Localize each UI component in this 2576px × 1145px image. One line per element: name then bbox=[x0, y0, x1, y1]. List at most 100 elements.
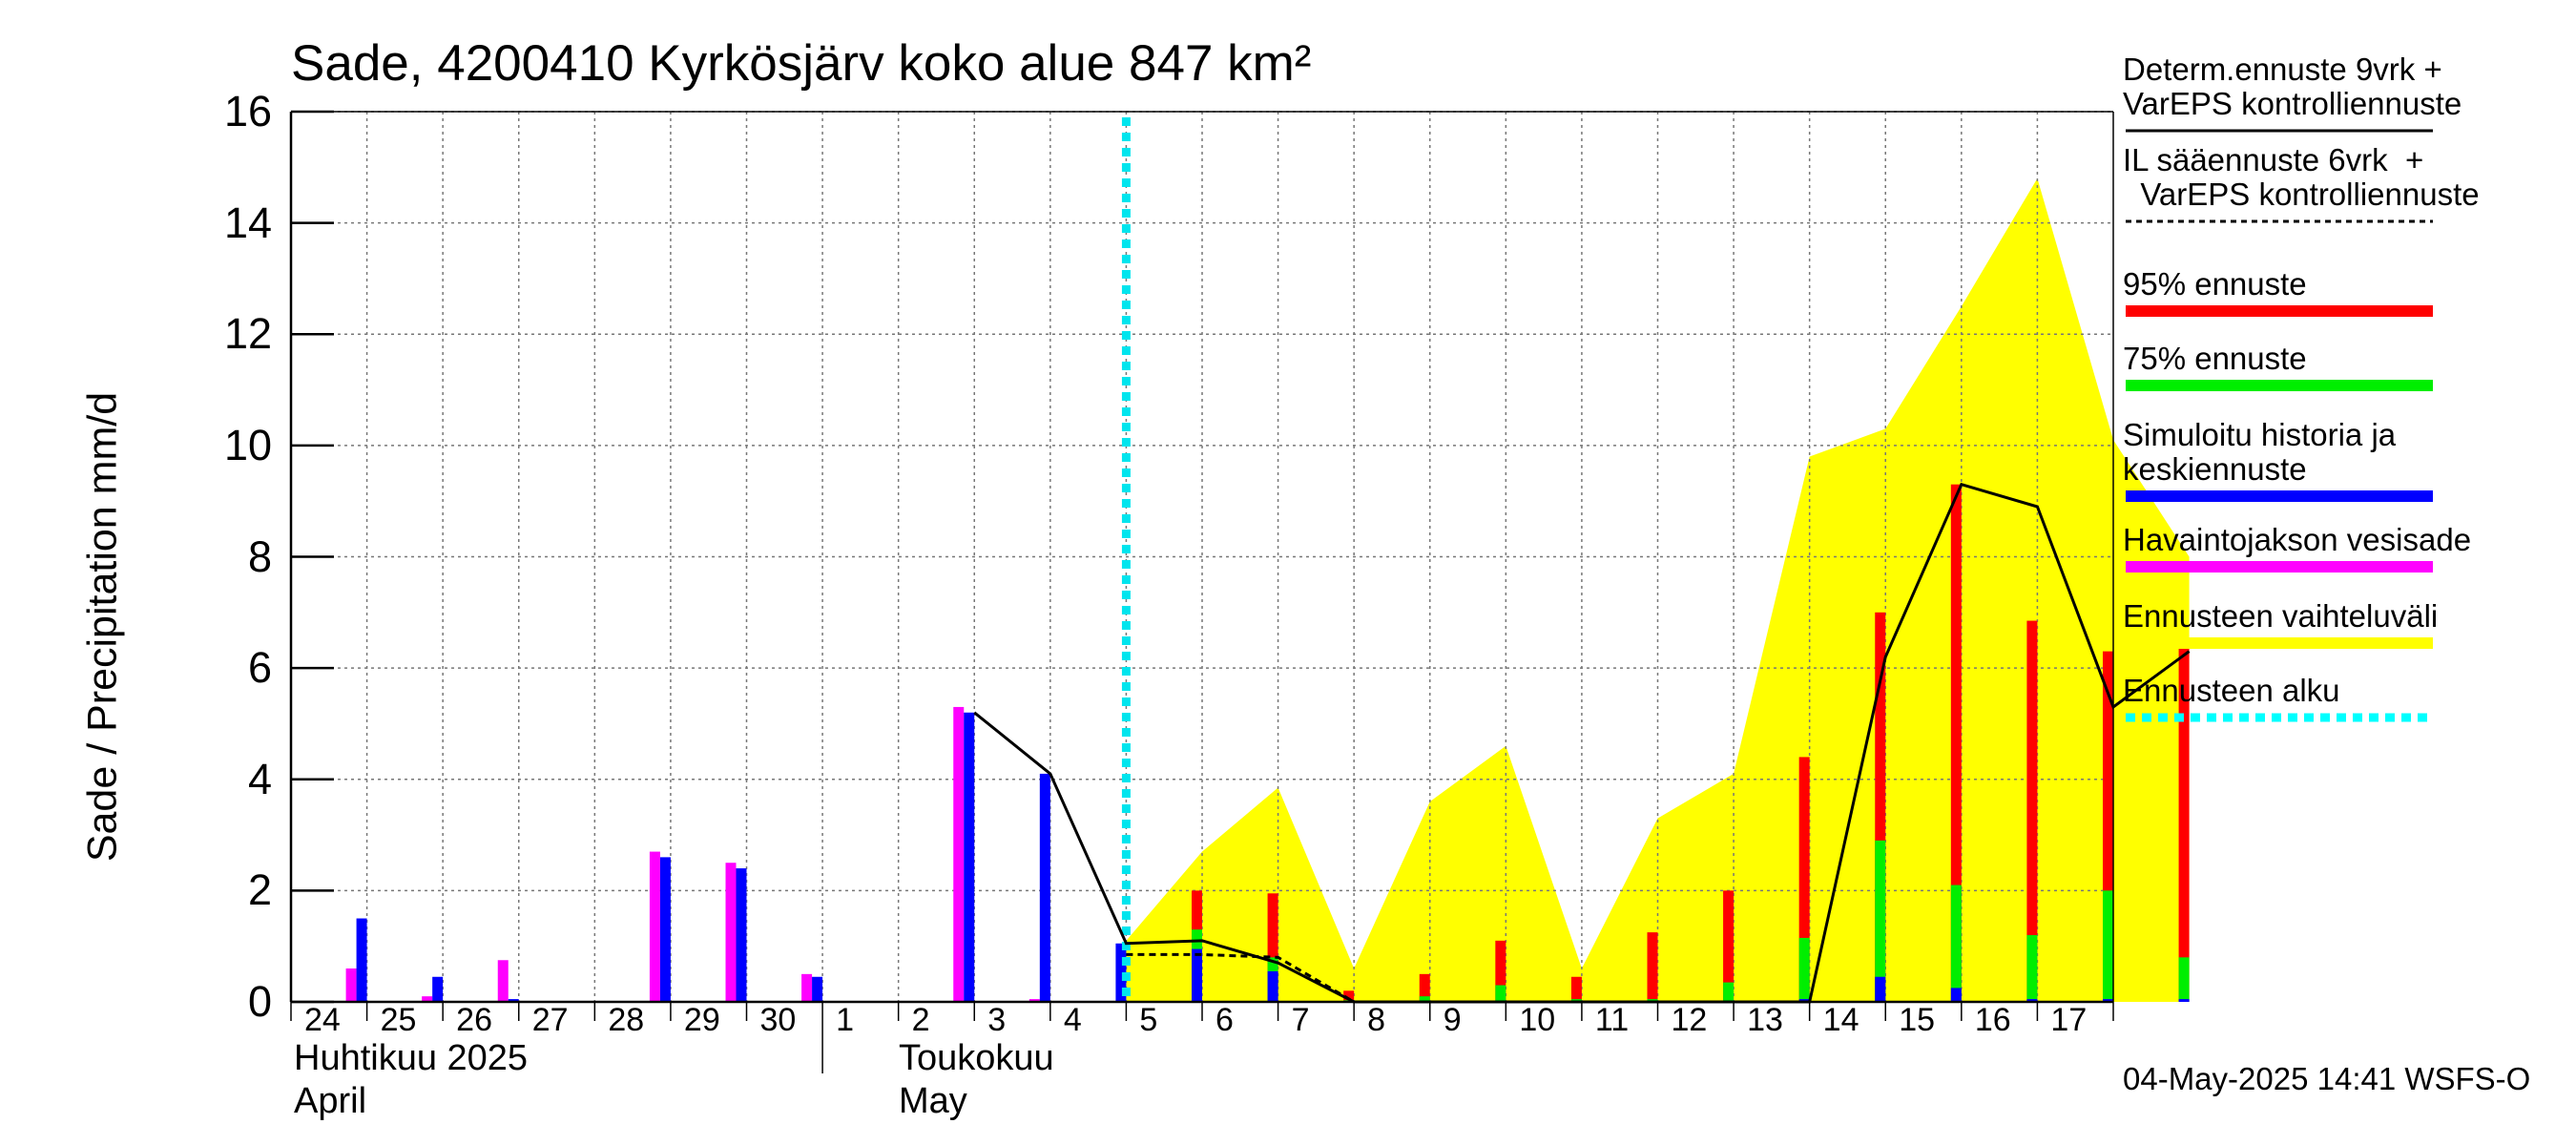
x-tick-label: 13 bbox=[1747, 1002, 1783, 1038]
legend-label: 75% ennuste bbox=[2123, 341, 2307, 376]
bar-median bbox=[1875, 976, 1886, 1002]
bar-observed bbox=[422, 996, 433, 1002]
bar-simulated bbox=[508, 999, 519, 1002]
x-tick-label: 11 bbox=[1594, 1002, 1630, 1038]
y-tick-label: 2 bbox=[247, 865, 272, 915]
bar-observed bbox=[801, 973, 813, 1002]
bar-p75 bbox=[1798, 937, 1810, 1002]
month-label-april: Huhtikuu 2025 April bbox=[294, 1037, 528, 1123]
bar-observed bbox=[1028, 999, 1040, 1002]
bar-p95 bbox=[2026, 620, 2038, 1002]
month-label-april-en: April bbox=[294, 1081, 367, 1121]
bar-p75 bbox=[1875, 840, 1886, 1002]
bar-p75 bbox=[2103, 890, 2113, 1002]
y-tick-label: 6 bbox=[247, 643, 272, 693]
chart-title: Sade, 4200410 Kyrkösjärv koko alue 847 k… bbox=[291, 35, 1312, 92]
x-tick-label: 4 bbox=[1063, 1002, 1082, 1038]
x-tick-label: 6 bbox=[1215, 1002, 1234, 1038]
x-tick-label: 5 bbox=[1139, 1002, 1158, 1038]
bar-simulated bbox=[1039, 773, 1050, 1002]
y-tick-label: 0 bbox=[247, 977, 272, 1026]
x-tick-label: 16 bbox=[1974, 1002, 2011, 1038]
legend-label: Ennusteen alku bbox=[2123, 673, 2340, 708]
x-tick-label: 10 bbox=[1519, 1002, 1556, 1038]
month-label-may-fi: Toukokuu bbox=[899, 1038, 1054, 1078]
bar-p75 bbox=[2178, 957, 2190, 1002]
bar-simulated bbox=[1115, 943, 1127, 1002]
y-tick-label: 12 bbox=[223, 309, 272, 359]
bar-p95 bbox=[1267, 893, 1278, 1002]
bar-observed bbox=[725, 863, 737, 1002]
legend-label: Havaintojakson vesisade bbox=[2123, 522, 2472, 557]
legend-label: Simuloitu historia ja keskiennuste bbox=[2123, 417, 2397, 487]
legend-label: 95% ennuste bbox=[2123, 266, 2307, 302]
legend-label: Ennusteen vaihteluväli bbox=[2123, 598, 2439, 634]
bar-median bbox=[2103, 999, 2113, 1002]
bar-median bbox=[1950, 988, 1962, 1002]
bar-p95 bbox=[1495, 940, 1506, 1002]
bar-p75 bbox=[1495, 985, 1506, 1002]
x-tick-label: 26 bbox=[456, 1002, 492, 1038]
bar-p95 bbox=[1570, 976, 1582, 1002]
legend-swatch-bar bbox=[2126, 561, 2433, 572]
x-tick-label: 12 bbox=[1671, 1002, 1708, 1038]
bar-median bbox=[1267, 970, 1278, 1002]
bar-p95 bbox=[1343, 990, 1355, 1002]
forecast-range-band bbox=[1126, 177, 2190, 1003]
y-tick-label: 10 bbox=[223, 420, 272, 469]
bar-p95 bbox=[1419, 973, 1430, 1002]
bar-p95 bbox=[2178, 648, 2190, 1002]
legend-swatch-bar bbox=[2126, 305, 2433, 317]
x-tick-label: 2 bbox=[911, 1002, 930, 1038]
bar-p95 bbox=[1875, 612, 1886, 1002]
bar-observed bbox=[345, 968, 357, 1002]
legend-swatches bbox=[2126, 129, 2433, 722]
x-tick-label: 28 bbox=[608, 1002, 645, 1038]
bar-observed bbox=[649, 851, 660, 1002]
axes bbox=[289, 110, 2114, 1073]
bar-p75 bbox=[1723, 982, 1735, 1002]
legend-swatch-bar bbox=[2126, 380, 2433, 391]
bar-simulated bbox=[812, 976, 823, 1002]
legend-swatch-bar bbox=[2126, 490, 2433, 502]
bar-p75 bbox=[1950, 885, 1962, 1002]
x-tick-label: 15 bbox=[1899, 1002, 1936, 1038]
x-tick-label: 30 bbox=[759, 1002, 797, 1038]
bar-p95 bbox=[1647, 932, 1658, 1002]
bar-p95 bbox=[1723, 890, 1735, 1002]
x-tick-label: 14 bbox=[1822, 1002, 1859, 1038]
legend-swatch-bar bbox=[2126, 637, 2433, 649]
bar-simulated bbox=[432, 976, 444, 1002]
month-label-may: Toukokuu May bbox=[899, 1037, 1054, 1123]
bar-simulated bbox=[356, 918, 367, 1002]
month-label-april-fi: Huhtikuu 2025 bbox=[294, 1038, 529, 1078]
bar-p95 bbox=[1798, 757, 1810, 1002]
bar-median bbox=[2026, 999, 2038, 1002]
bar-p75 bbox=[2026, 935, 2038, 1002]
x-tick-label: 25 bbox=[380, 1002, 417, 1038]
timestamp-footer: 04-May-2025 14:41 WSFS-O bbox=[2123, 1061, 2531, 1096]
bar-p75 bbox=[1419, 996, 1430, 1002]
month-label-may-en: May bbox=[899, 1081, 967, 1121]
x-tick-label: 3 bbox=[987, 1002, 1007, 1038]
bar-simulated bbox=[964, 712, 975, 1002]
x-tick-label: 17 bbox=[2050, 1002, 2088, 1038]
y-axis-label: Sade / Precipitation mm/d bbox=[79, 391, 126, 863]
bar-simulated bbox=[659, 857, 671, 1002]
x-tick-label: 27 bbox=[531, 1002, 569, 1038]
y-tick-label: 14 bbox=[223, 198, 272, 247]
bar-observed bbox=[953, 706, 965, 1002]
range-band-area bbox=[1126, 177, 2190, 1003]
x-tick-label: 29 bbox=[683, 1002, 720, 1038]
bar-simulated bbox=[736, 868, 747, 1002]
precipitation-bars bbox=[345, 484, 2190, 1003]
bar-median bbox=[2178, 999, 2190, 1002]
legend-label: Determ.ennuste 9vrk + VarEPS kontrollien… bbox=[2123, 52, 2462, 121]
x-tick-label: 7 bbox=[1291, 1002, 1310, 1038]
bar-observed bbox=[497, 960, 509, 1002]
y-tick-label: 4 bbox=[247, 754, 272, 803]
bar-p95 bbox=[2103, 651, 2113, 1002]
bar-median bbox=[1192, 948, 1202, 1002]
il-forecast-dashed-line bbox=[1126, 952, 1355, 1004]
